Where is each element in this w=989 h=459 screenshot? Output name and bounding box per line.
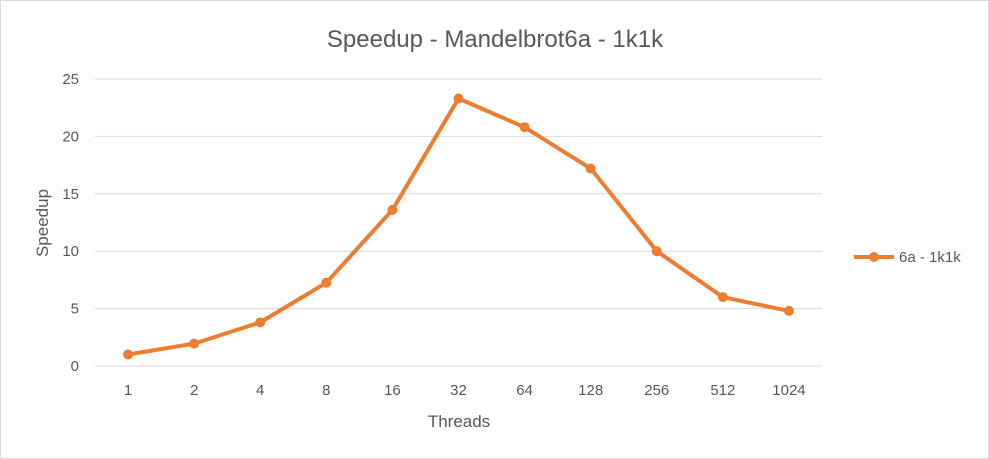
x-tick-label: 32 [450,382,467,399]
x-axis-label: Threads [428,412,490,431]
x-tick-label: 512 [710,382,735,399]
y-tick-label: 15 [62,186,79,203]
x-tick-label: 8 [322,382,330,399]
data-point [123,349,134,360]
x-tick-label: 1 [124,382,132,399]
legend-label: 6a - 1k1k [899,249,961,266]
y-tick-label: 10 [62,243,79,260]
x-tick-label: 2 [190,382,198,399]
legend: 6a - 1k1k [854,249,961,266]
y-axis-ticks: 0 5 10 15 20 25 [62,71,79,375]
data-point [651,246,662,257]
y-tick-label: 0 [71,358,79,375]
data-point [321,277,332,288]
gridlines [95,78,822,367]
x-tick-label: 1024 [772,382,805,399]
x-axis-ticks: 1 2 4 8 16 32 64 128 256 512 1024 [124,382,806,399]
data-point [519,122,530,133]
data-point [387,204,398,215]
x-tick-label: 64 [516,382,533,399]
x-tick-label: 16 [384,382,401,399]
x-tick-label: 4 [256,382,264,399]
data-point [453,93,464,104]
data-point [585,163,596,174]
data-point [783,305,794,316]
series-line [126,96,791,357]
y-tick-label: 20 [62,128,79,145]
y-tick-label: 25 [62,71,79,88]
y-axis-label: Speedup [33,189,52,257]
series-layer [123,93,794,360]
chart-title: Speedup - Mandelbrot6a - 1k1k [327,26,664,53]
data-point [255,317,266,328]
data-point [189,338,200,349]
data-point [717,292,728,303]
x-tick-label: 128 [578,382,603,399]
legend-marker [869,252,879,262]
y-tick-label: 5 [71,301,79,318]
x-tick-label: 256 [644,382,669,399]
